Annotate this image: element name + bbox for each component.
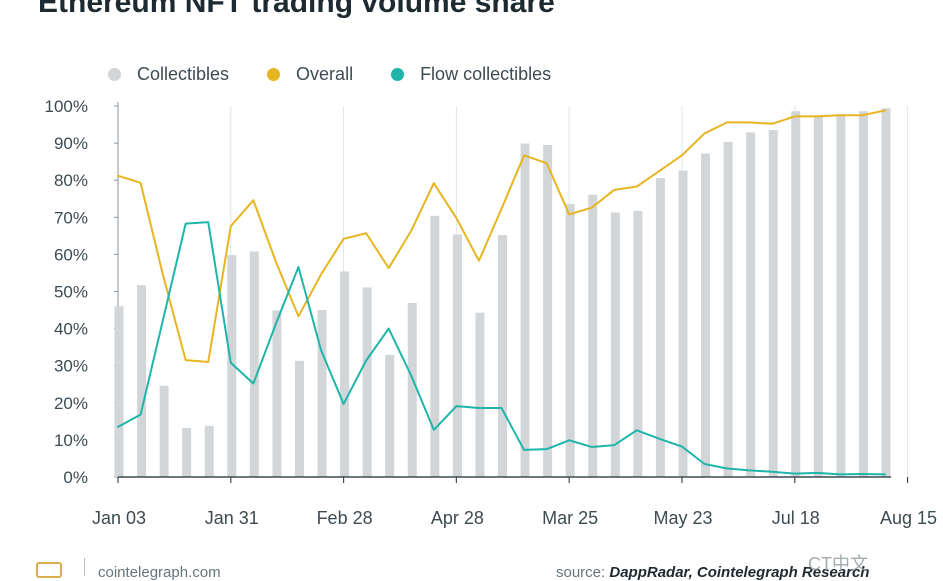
- flow-collectibles-line: [117, 221, 886, 476]
- x-tick-label: Jan 31: [205, 508, 259, 528]
- collectibles-bar: [227, 255, 237, 477]
- collectibles-bar: [114, 306, 124, 477]
- collectibles-bar: [498, 235, 507, 477]
- collectibles-bar: [430, 215, 440, 478]
- x-tick-label: Feb 28: [317, 508, 373, 528]
- legend-item-flow-collectibles: Flow collectibles: [391, 64, 551, 85]
- legend-swatch-overall: [267, 67, 281, 81]
- legend: Collectibles Overall Flow collectibles: [108, 62, 589, 86]
- x-tick-label: May 23: [653, 508, 712, 528]
- collectibles-bar: [858, 111, 868, 477]
- collectibles-bar: [182, 428, 192, 477]
- collectibles-bar: [294, 360, 304, 477]
- collectibles-bar: [588, 194, 598, 477]
- collectibles-bar: [362, 287, 372, 477]
- collectibles-bar: [340, 271, 350, 477]
- collectibles-bar: [520, 143, 530, 477]
- collectibles-bar: [407, 303, 417, 477]
- legend-label-overall: Overall: [296, 63, 354, 84]
- y-tick-label: 60%: [54, 245, 88, 264]
- collectibles-bar: [475, 312, 485, 477]
- y-tick-label: 100%: [45, 97, 88, 116]
- y-tick-label: 10%: [54, 431, 88, 450]
- collectibles-bar: [452, 234, 462, 477]
- footer: cointelegraph.com source: DappRadar, Coi…: [0, 556, 943, 581]
- y-tick-label: 30%: [54, 357, 88, 376]
- x-tick-label: Mar 25: [542, 508, 598, 528]
- collectibles-bar: [543, 144, 553, 477]
- legend-item-collectibles: Collectibles: [108, 64, 229, 85]
- collectibles-bar: [813, 115, 823, 478]
- y-tick-label: 0%: [63, 468, 88, 487]
- collectibles-bar: [204, 425, 214, 477]
- collectibles-bar: [746, 132, 756, 477]
- overall-line: [117, 109, 886, 363]
- x-tick-label: Jul 18: [772, 508, 820, 528]
- collectibles-bar: [249, 251, 259, 477]
- legend-label-flow-collectibles: Flow collectibles: [420, 63, 552, 84]
- collectibles-bar: [159, 385, 169, 477]
- y-tick-label: 90%: [54, 134, 88, 153]
- collectibles-bar: [881, 108, 891, 477]
- collectibles-bar: [272, 310, 282, 477]
- y-tick-label: 40%: [54, 320, 88, 339]
- cointelegraph-logo-icon: [36, 562, 62, 578]
- x-tick-label: Apr 28: [431, 508, 484, 528]
- legend-item-overall: Overall: [267, 64, 353, 85]
- collectibles-bar: [836, 114, 846, 478]
- collectibles-bar: [385, 354, 395, 477]
- collectibles-bar: [565, 203, 575, 477]
- chart-title: Ethereum NFT trading volume share: [38, 0, 555, 19]
- collectibles-bar: [768, 130, 778, 478]
- collectibles-bar: [701, 153, 711, 477]
- collectibles-bar: [791, 111, 801, 477]
- collectibles-bar: [723, 141, 733, 477]
- x-tick-label: Jan 03: [92, 508, 146, 528]
- collectibles-bar: [678, 170, 688, 477]
- y-tick-label: 20%: [54, 394, 88, 413]
- collectibles-bar: [137, 285, 147, 477]
- collectibles-bar: [317, 310, 327, 477]
- x-tick-label: Aug 15: [880, 508, 937, 528]
- y-tick-label: 80%: [54, 171, 88, 190]
- legend-swatch-collectibles: [108, 67, 121, 81]
- legend-swatch-flow-collectibles: [391, 67, 405, 81]
- collectibles-bar: [655, 177, 665, 477]
- y-tick-label: 50%: [54, 283, 88, 302]
- collectibles-bar: [610, 212, 620, 478]
- legend-label-collectibles: Collectibles: [137, 63, 230, 84]
- watermark: CT中文: [808, 554, 868, 574]
- chart-plot: 0% 10% 20% 30% 40% 50% 60% 70% 80% 90% 100% Jan 03 J…: [45, 97, 938, 528]
- footer-site: cointelegraph.com: [98, 564, 221, 581]
- footer-divider: [84, 558, 85, 576]
- footer-source-prefix: source:: [556, 564, 606, 581]
- collectibles-bar: [633, 210, 643, 478]
- y-tick-label: 70%: [54, 208, 88, 227]
